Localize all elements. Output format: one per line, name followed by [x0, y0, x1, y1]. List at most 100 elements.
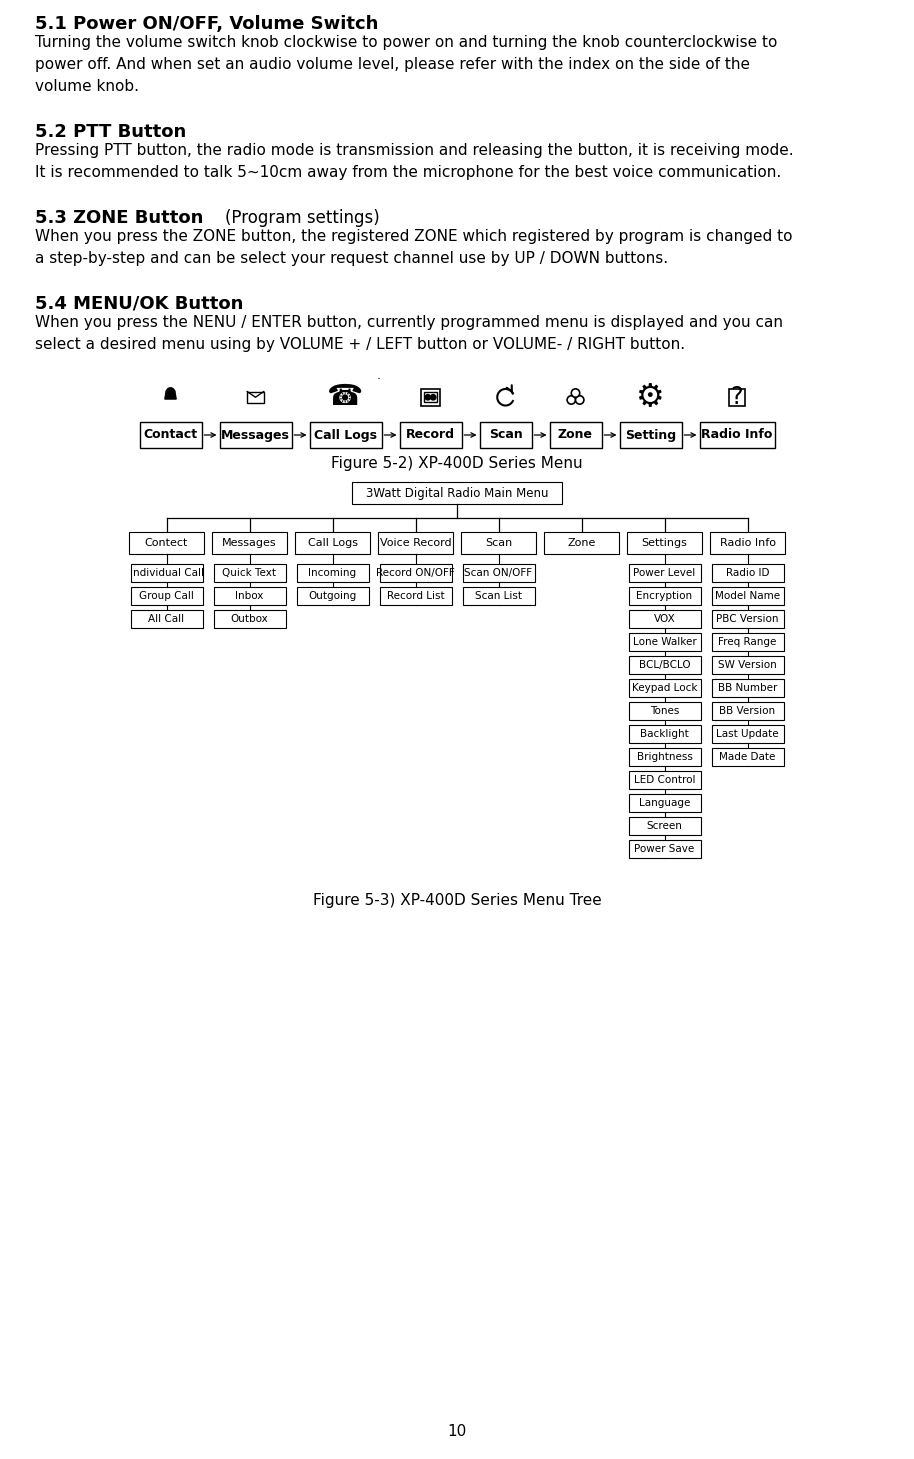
Bar	[629, 817, 700, 835]
Text: ⚙: ⚙	[636, 382, 664, 413]
Circle shape	[430, 394, 436, 400]
Bar	[219, 422, 292, 448]
Text: Record ON/OFF: Record ON/OFF	[377, 568, 455, 578]
Bar	[140, 422, 201, 448]
Text: Call Logs: Call Logs	[314, 429, 377, 442]
Text: Outgoing: Outgoing	[308, 591, 356, 601]
Text: 5.1 Power ON/OFF, Volume Switch: 5.1 Power ON/OFF, Volume Switch	[35, 15, 378, 34]
Bar	[549, 422, 601, 448]
Text: Last Update: Last Update	[717, 730, 779, 740]
Bar	[629, 678, 700, 697]
Text: When you press the NENU / ENTER button, currently programmed menu is displayed a: When you press the NENU / ENTER button, …	[35, 315, 783, 330]
Bar	[212, 533, 287, 554]
Bar	[629, 770, 700, 789]
Bar	[711, 610, 783, 627]
Text: Language: Language	[639, 798, 690, 808]
Text: Contect: Contect	[144, 538, 188, 549]
Bar	[711, 657, 783, 674]
Text: Group Call: Group Call	[139, 591, 194, 601]
Bar	[711, 748, 783, 766]
Text: Quick Text: Quick Text	[222, 568, 277, 578]
Text: Lone Walker: Lone Walker	[632, 638, 696, 646]
Text: Voice Record: Voice Record	[379, 538, 452, 549]
Text: 3Watt Digital Radio Main Menu: 3Watt Digital Radio Main Menu	[366, 486, 548, 499]
Text: Inbox: Inbox	[235, 591, 263, 601]
Text: Brightness: Brightness	[636, 751, 693, 762]
Bar	[131, 565, 203, 582]
Bar	[131, 587, 203, 605]
Text: Scan: Scan	[489, 429, 523, 442]
Text: Radio Info: Radio Info	[719, 538, 775, 549]
Text: 5.4 MENU/OK Button: 5.4 MENU/OK Button	[35, 295, 243, 314]
Bar	[295, 533, 370, 554]
Bar	[620, 422, 682, 448]
Text: Model Name: Model Name	[715, 591, 780, 601]
Text: Turning the volume switch knob clockwise to power on and turning the knob counte: Turning the volume switch knob clockwise…	[35, 35, 778, 50]
Bar	[629, 633, 700, 651]
Bar	[629, 794, 700, 813]
Text: Setting: Setting	[625, 429, 676, 442]
Bar	[480, 422, 532, 448]
Text: 5.3 ZONE Button: 5.3 ZONE Button	[35, 209, 209, 228]
Text: BB Number: BB Number	[717, 683, 777, 693]
Text: 5.2 PTT Button: 5.2 PTT Button	[35, 123, 186, 142]
Bar	[711, 725, 783, 743]
Text: Messages: Messages	[221, 429, 290, 442]
Text: Figure 5-2) XP-400D Series Menu: Figure 5-2) XP-400D Series Menu	[331, 457, 583, 471]
Bar	[296, 587, 368, 605]
Circle shape	[567, 395, 576, 404]
Text: Incoming: Incoming	[308, 568, 356, 578]
Text: Freq Range: Freq Range	[718, 638, 777, 646]
Text: Screen: Screen	[646, 821, 683, 832]
Bar	[711, 565, 783, 582]
Text: VOX: VOX	[654, 614, 675, 624]
Bar	[711, 678, 783, 697]
Bar	[248, 391, 264, 403]
Text: Radio Info: Radio Info	[701, 429, 772, 442]
Bar	[129, 533, 204, 554]
Text: Zone: Zone	[558, 429, 593, 442]
Text: 10: 10	[447, 1424, 467, 1439]
Bar	[379, 565, 452, 582]
Text: Tones: Tones	[650, 706, 679, 716]
Text: Scan: Scan	[484, 538, 512, 549]
Bar	[629, 702, 700, 719]
Text: It is recommended to talk 5~10cm away from the microphone for the best voice com: It is recommended to talk 5~10cm away fr…	[35, 165, 781, 179]
Text: Encryption: Encryption	[636, 591, 693, 601]
Circle shape	[571, 390, 579, 397]
Text: Backlight: Backlight	[640, 730, 689, 740]
Bar	[296, 565, 368, 582]
Text: Made Date: Made Date	[719, 751, 776, 762]
Bar	[420, 390, 441, 406]
Text: SW Version: SW Version	[718, 659, 777, 670]
Text: Radio ID: Radio ID	[726, 568, 770, 578]
Bar	[710, 533, 785, 554]
Text: BCL/BCLO: BCL/BCLO	[639, 659, 690, 670]
Text: select a desired menu using by VOLUME + / LEFT button or VOLUME- / RIGHT button.: select a desired menu using by VOLUME + …	[35, 337, 685, 352]
Bar	[711, 587, 783, 605]
Text: PBC Version: PBC Version	[717, 614, 779, 624]
Bar	[629, 840, 700, 858]
Bar	[699, 422, 774, 448]
Bar	[310, 422, 381, 448]
Text: When you press the ZONE button, the registered ZONE which registered by program : When you press the ZONE button, the regi…	[35, 229, 792, 244]
Text: BB Version: BB Version	[719, 706, 776, 716]
Bar	[629, 565, 700, 582]
Bar	[728, 390, 745, 406]
Bar	[214, 610, 285, 627]
Text: .: .	[377, 369, 381, 382]
Text: Outbox: Outbox	[230, 614, 269, 624]
Polygon shape	[165, 391, 176, 400]
Bar	[214, 587, 285, 605]
Bar	[462, 587, 535, 605]
Text: Zone: Zone	[568, 538, 596, 549]
Text: Power Level: Power Level	[633, 568, 696, 578]
Text: (Program settings): (Program settings)	[225, 209, 379, 228]
Bar	[379, 587, 452, 605]
Text: ?: ?	[731, 385, 743, 410]
Bar	[629, 587, 700, 605]
Text: Keypad Lock: Keypad Lock	[632, 683, 697, 693]
Circle shape	[425, 394, 430, 400]
Text: Messages: Messages	[222, 538, 277, 549]
Circle shape	[576, 395, 584, 404]
